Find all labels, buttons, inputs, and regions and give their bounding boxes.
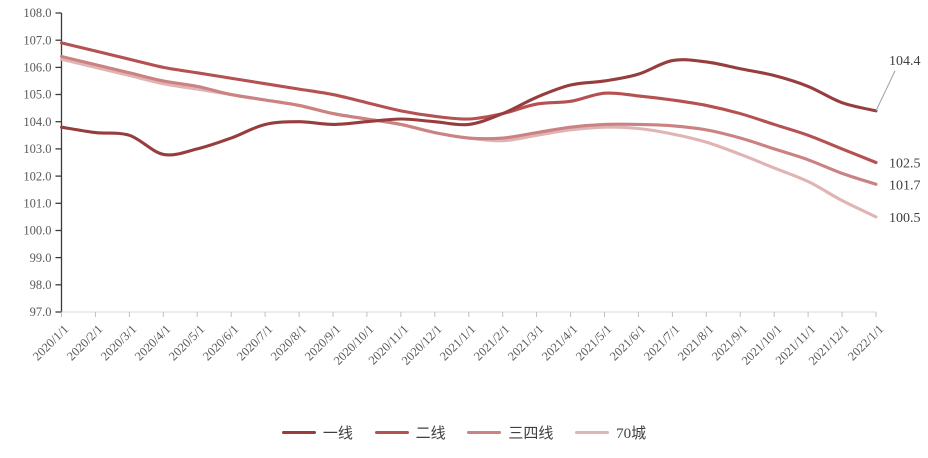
svg-text:100.0: 100.0: [23, 224, 51, 238]
svg-text:103.0: 103.0: [23, 142, 51, 156]
svg-text:102.5: 102.5: [889, 157, 921, 172]
svg-text:99.0: 99.0: [30, 251, 52, 265]
svg-text:100.5: 100.5: [889, 211, 921, 226]
svg-text:108.0: 108.0: [23, 6, 51, 20]
svg-text:105.0: 105.0: [23, 88, 51, 102]
svg-text:102.0: 102.0: [23, 169, 51, 183]
svg-text:97.0: 97.0: [30, 305, 52, 319]
svg-text:106.0: 106.0: [23, 61, 51, 75]
svg-text:104.0: 104.0: [23, 115, 51, 129]
svg-text:101.0: 101.0: [23, 197, 51, 211]
svg-text:101.7: 101.7: [889, 179, 921, 194]
svg-text:104.4: 104.4: [889, 54, 921, 69]
svg-text:98.0: 98.0: [30, 278, 52, 292]
svg-text:107.0: 107.0: [23, 33, 51, 47]
